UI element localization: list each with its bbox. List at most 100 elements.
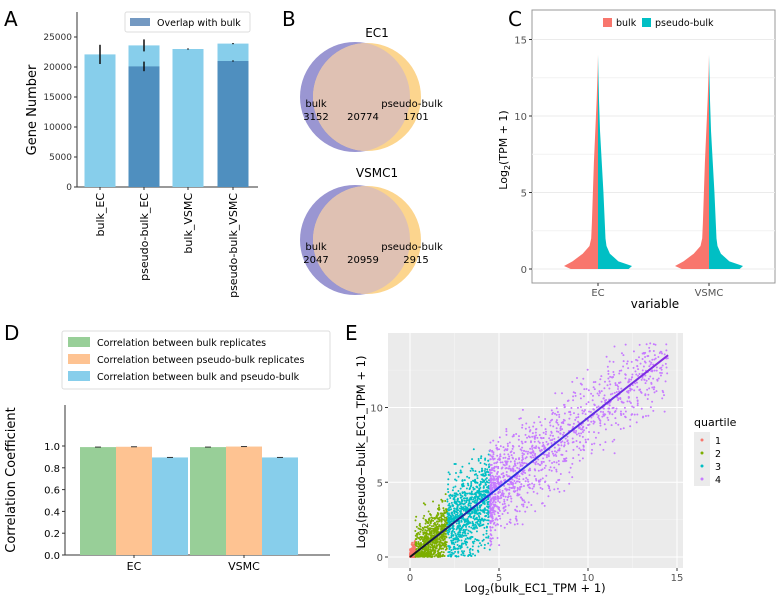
scatter-point-q4: [551, 418, 554, 421]
scatter-point-q4: [631, 405, 634, 408]
scatter-point-q4: [595, 413, 598, 416]
scatter-point-q4: [527, 469, 530, 472]
scatter-point-q4: [531, 487, 534, 490]
scatter-point-q4: [624, 343, 627, 346]
scatter-point-q4: [535, 445, 538, 448]
scatter-point-q3: [478, 488, 481, 491]
scatter-point-q2: [417, 542, 420, 545]
scatter-point-q3: [453, 507, 456, 510]
scatter-point-q4: [540, 449, 543, 452]
scatter-point-q4: [492, 498, 495, 501]
scatter-point-q3: [482, 538, 485, 541]
scatter-point-q4: [524, 510, 527, 513]
scatter-point-q4: [578, 447, 581, 450]
scatter-point-q4: [496, 496, 499, 499]
scatter-point-q4: [626, 400, 629, 403]
scatter-point-q4: [563, 445, 566, 448]
scatter-point-q3: [456, 503, 459, 506]
scatter-point-q3: [449, 506, 452, 509]
scatter-point-q1: [411, 551, 414, 554]
scatter-point-q4: [608, 387, 611, 390]
legend-dot: [700, 451, 704, 455]
scatter-point-q4: [497, 465, 500, 468]
scatter-point-q2: [421, 552, 424, 555]
scatter-point-q3: [460, 545, 463, 548]
scatter-point-q3: [461, 483, 464, 486]
scatter-point-q4: [511, 435, 514, 438]
scatter-point-q2: [422, 517, 425, 520]
scatter-point-q4: [499, 480, 502, 483]
scatter-point-q4: [579, 397, 582, 400]
scatter-point-q4: [602, 410, 605, 413]
scatter-point-q4: [498, 482, 501, 485]
scatter-point-q4: [552, 425, 555, 428]
scatter-point-q4: [644, 382, 647, 385]
scatter-point-q4: [508, 488, 511, 491]
scatter-point-q4: [573, 431, 576, 434]
venn-left-label: bulk: [305, 99, 326, 110]
scatter-point-q3: [473, 526, 476, 529]
scatter-point-q2: [415, 525, 418, 528]
scatter-point-q4: [560, 392, 563, 395]
scatter-point-q4: [511, 447, 514, 450]
scatter-point-q3: [454, 550, 457, 553]
scatter-point-q4: [581, 431, 584, 434]
y-tick-label: 0: [66, 183, 72, 193]
scatter-point-q4: [581, 457, 584, 460]
scatter-point-q4: [627, 367, 630, 370]
scatter-point-q4: [608, 404, 611, 407]
scatter-point-q4: [489, 539, 492, 542]
scatter-point-q4: [518, 478, 521, 481]
scatter-point-q4: [608, 411, 611, 414]
scatter-point-q2: [442, 515, 445, 518]
legend-swatch: [68, 354, 90, 364]
scatter-point-q4: [491, 501, 494, 504]
scatter-point-q4: [620, 352, 623, 355]
scatter-point-q4: [489, 478, 492, 481]
scatter-point-q4: [559, 427, 562, 430]
scatter-point-q4: [507, 453, 510, 456]
scatter-point-q3: [452, 548, 455, 551]
scatter-point-q2: [423, 554, 426, 557]
scatter-point-q4: [562, 420, 565, 423]
scatter-point-q3: [471, 458, 474, 461]
scatter-point-q4: [492, 496, 495, 499]
scatter-point-q4: [548, 485, 551, 488]
scatter-point-q4: [644, 374, 647, 377]
scatter-point-q2: [443, 554, 446, 557]
scatter-point-q4: [622, 365, 625, 368]
scatter-point-q4: [608, 412, 611, 415]
scatter-point-q4: [558, 478, 561, 481]
scatter-point-q2: [432, 525, 435, 528]
label-rest: (bulk_EC1_TPM + 1): [490, 581, 606, 595]
scatter-point-q4: [571, 476, 574, 479]
scatter-point-q4: [618, 372, 621, 375]
scatter-point-q3: [483, 510, 486, 513]
scatter-point-q4: [538, 434, 541, 437]
scatter-point-q3: [448, 536, 451, 539]
x-tick-label: VSMC: [695, 288, 724, 299]
scatter-point-q4: [492, 439, 495, 442]
scatter-point-q4: [576, 377, 579, 380]
scatter-point-q3: [473, 480, 476, 483]
scatter-point-q3: [457, 555, 460, 558]
scatter-point-q3: [456, 498, 459, 501]
scatter-point-q4: [516, 494, 519, 497]
scatter-point-q4: [624, 410, 627, 413]
scatter-point-q3: [488, 481, 491, 484]
scatter-point-q4: [490, 471, 493, 474]
scatter-point-q3: [458, 521, 461, 524]
scatter-point-q3: [471, 520, 474, 523]
trend-line: [409, 354, 669, 558]
scatter-point-q3: [466, 497, 469, 500]
scatter-point-q4: [500, 473, 503, 476]
scatter-point-q2: [436, 538, 439, 541]
scatter-point-q4: [512, 433, 515, 436]
scatter-point-q4: [538, 449, 541, 452]
scatter-point-q4: [653, 391, 656, 394]
scatter-point-q3: [478, 493, 481, 496]
scatter-point-q3: [465, 528, 468, 531]
scatter-point-q3: [450, 501, 453, 504]
scatter-point-q4: [491, 457, 494, 460]
scatter-point-q4: [505, 489, 508, 492]
